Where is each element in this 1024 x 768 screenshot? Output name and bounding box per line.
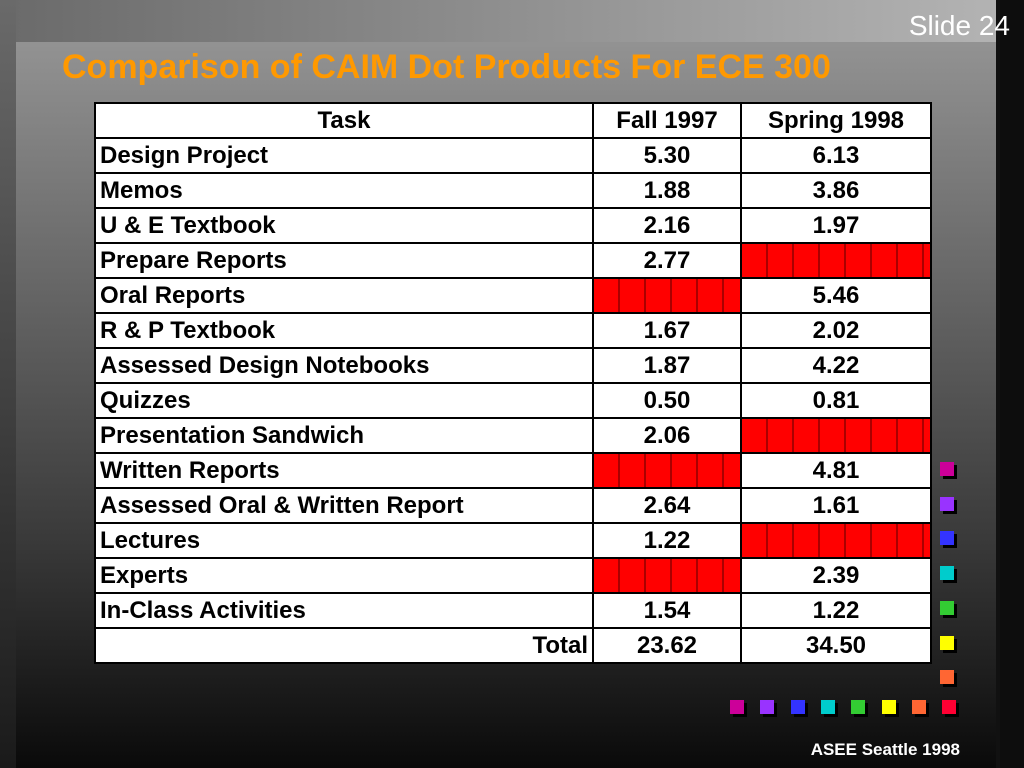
spring-1998-cell: 4.81 bbox=[740, 452, 932, 489]
total-fall-1997: 23.62 bbox=[592, 627, 742, 664]
bullet-square-icon bbox=[940, 531, 954, 546]
table-row: Prepare Reports 2.77 bbox=[94, 242, 932, 279]
spring-1998-cell-blank bbox=[740, 242, 932, 279]
bullet-square-icon bbox=[790, 700, 805, 714]
comparison-table: Task Fall 1997 Spring 1998 Design Projec… bbox=[94, 102, 932, 664]
table-row: Assessed Oral & Written Report 2.64 1.61 bbox=[94, 487, 932, 524]
spring-1998-cell-blank bbox=[740, 417, 932, 454]
task-cell: R & P Textbook bbox=[94, 312, 594, 349]
table-row: Quizzes 0.50 0.81 bbox=[94, 382, 932, 419]
bullet-square-icon bbox=[881, 700, 896, 714]
fall-1997-cell: 5.30 bbox=[592, 137, 742, 174]
table-row: Memos 1.88 3.86 bbox=[94, 172, 932, 209]
spring-1998-cell: 2.02 bbox=[740, 312, 932, 349]
task-cell: Quizzes bbox=[94, 382, 594, 419]
fall-1997-cell: 0.50 bbox=[592, 382, 742, 419]
spring-1998-cell: 6.13 bbox=[740, 137, 932, 174]
task-cell: Oral Reports bbox=[94, 277, 594, 314]
fall-1997-cell: 1.87 bbox=[592, 347, 742, 384]
spring-1998-cell: 0.81 bbox=[740, 382, 932, 419]
table-row: U & E Textbook 2.16 1.97 bbox=[94, 207, 932, 244]
table-row: Assessed Design Notebooks 1.87 4.22 bbox=[94, 347, 932, 384]
table-row: Oral Reports 5.46 bbox=[94, 277, 932, 314]
bullet-square-icon bbox=[942, 700, 957, 714]
task-cell: Assessed Design Notebooks bbox=[94, 347, 594, 384]
spring-1998-cell: 1.22 bbox=[740, 592, 932, 629]
right-border-band bbox=[1000, 0, 1024, 768]
bullet-square-icon bbox=[940, 462, 954, 476]
fall-1997-cell: 2.77 bbox=[592, 242, 742, 279]
spring-1998-cell: 1.97 bbox=[740, 207, 932, 244]
bullet-square-icon bbox=[940, 635, 954, 650]
bullet-square-icon bbox=[820, 700, 835, 714]
task-cell: Written Reports bbox=[94, 452, 594, 489]
bullet-square-icon bbox=[851, 700, 866, 714]
task-cell: Memos bbox=[94, 172, 594, 209]
fall-1997-cell: 1.54 bbox=[592, 592, 742, 629]
right-border-line bbox=[996, 0, 1000, 768]
table-row: Written Reports 4.81 bbox=[94, 452, 932, 489]
task-cell: Experts bbox=[94, 557, 594, 594]
spring-1998-cell: 4.22 bbox=[740, 347, 932, 384]
total-spring-1998: 34.50 bbox=[740, 627, 932, 664]
spring-1998-cell: 1.61 bbox=[740, 487, 932, 524]
fall-1997-cell: 1.22 bbox=[592, 522, 742, 559]
fall-1997-cell-blank bbox=[592, 557, 742, 594]
bullet-square-icon bbox=[911, 700, 926, 714]
task-cell: Assessed Oral & Written Report bbox=[94, 487, 594, 524]
bullet-square-icon bbox=[940, 496, 954, 511]
fall-1997-cell: 2.06 bbox=[592, 417, 742, 454]
table-row: Presentation Sandwich 2.06 bbox=[94, 417, 932, 454]
spring-1998-cell: 5.46 bbox=[740, 277, 932, 314]
task-cell: Presentation Sandwich bbox=[94, 417, 594, 454]
top-border-band bbox=[0, 0, 1024, 42]
bullet-square-icon bbox=[760, 700, 775, 714]
slide-title: Comparison of CAIM Dot Products For ECE … bbox=[62, 48, 831, 86]
bullet-square-icon bbox=[940, 670, 954, 685]
fall-1997-cell: 1.67 bbox=[592, 312, 742, 349]
slide-number: Slide 24 bbox=[908, 10, 1010, 41]
spring-1998-cell: 2.39 bbox=[740, 557, 932, 594]
header-task: Task bbox=[94, 102, 594, 139]
table-row: Lectures 1.22 bbox=[94, 522, 932, 559]
total-label: Total bbox=[94, 627, 594, 664]
total-row: Total 23.62 34.50 bbox=[94, 627, 932, 664]
table-row: In-Class Activities 1.54 1.22 bbox=[94, 592, 932, 629]
spring-1998-cell: 3.86 bbox=[740, 172, 932, 209]
bullet-square-icon bbox=[730, 700, 744, 714]
task-cell: In-Class Activities bbox=[94, 592, 594, 629]
table-row: Experts 2.39 bbox=[94, 557, 932, 594]
fall-1997-cell-blank bbox=[592, 452, 742, 489]
header-fall-1997: Fall 1997 bbox=[592, 102, 742, 139]
table-header-row: Task Fall 1997 Spring 1998 bbox=[94, 102, 932, 139]
fall-1997-cell: 2.16 bbox=[592, 207, 742, 244]
task-cell: Lectures bbox=[94, 522, 594, 559]
table-row: Design Project 5.30 6.13 bbox=[94, 137, 932, 174]
bullet-square-icon bbox=[940, 600, 954, 615]
fall-1997-cell-blank bbox=[592, 277, 742, 314]
spring-1998-cell-blank bbox=[740, 522, 932, 559]
footer-text: ASEE Seattle 1998 bbox=[810, 740, 960, 759]
header-spring-1998: Spring 1998 bbox=[740, 102, 932, 139]
fall-1997-cell: 2.64 bbox=[592, 487, 742, 524]
task-cell: Design Project bbox=[94, 137, 594, 174]
table-row: R & P Textbook 1.67 2.02 bbox=[94, 312, 932, 349]
bullet-square-icon bbox=[940, 566, 954, 581]
task-cell: U & E Textbook bbox=[94, 207, 594, 244]
fall-1997-cell: 1.88 bbox=[592, 172, 742, 209]
left-border-band bbox=[0, 0, 16, 768]
task-cell: Prepare Reports bbox=[94, 242, 594, 279]
